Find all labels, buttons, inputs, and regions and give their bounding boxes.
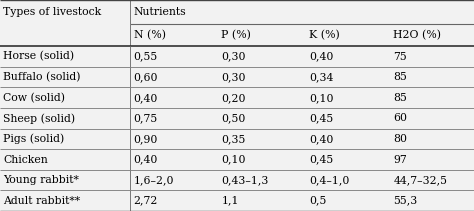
Text: Adult rabbit**: Adult rabbit** <box>3 196 81 206</box>
Text: 0,43–1,3: 0,43–1,3 <box>221 175 269 185</box>
Text: 0,34: 0,34 <box>309 72 333 82</box>
Text: Types of livestock: Types of livestock <box>3 7 101 17</box>
Text: Sheep (solid): Sheep (solid) <box>3 113 75 124</box>
Text: 0,40: 0,40 <box>134 154 158 165</box>
Text: 0,4–1,0: 0,4–1,0 <box>309 175 349 185</box>
Text: 80: 80 <box>393 134 408 144</box>
Text: 44,7–32,5: 44,7–32,5 <box>393 175 447 185</box>
Text: N (%): N (%) <box>134 30 166 40</box>
Text: 0,45: 0,45 <box>309 154 333 165</box>
Text: 0,40: 0,40 <box>309 51 333 62</box>
Text: 60: 60 <box>393 113 408 123</box>
Text: 97: 97 <box>393 154 407 165</box>
Text: 0,35: 0,35 <box>221 134 246 144</box>
Text: 1,1: 1,1 <box>221 196 239 206</box>
Text: 0,55: 0,55 <box>134 51 158 62</box>
Text: Chicken: Chicken <box>3 154 48 165</box>
Text: Cow (solid): Cow (solid) <box>3 93 65 103</box>
Text: Young rabbit*: Young rabbit* <box>3 175 79 185</box>
Text: 0,50: 0,50 <box>221 113 246 123</box>
Text: 85: 85 <box>393 93 407 103</box>
Text: 0,30: 0,30 <box>221 72 246 82</box>
Text: 0,90: 0,90 <box>134 134 158 144</box>
Text: 0,45: 0,45 <box>309 113 333 123</box>
Text: 0,60: 0,60 <box>134 72 158 82</box>
Text: 0,10: 0,10 <box>221 154 246 165</box>
Text: Nutrients: Nutrients <box>134 7 186 17</box>
Text: 55,3: 55,3 <box>393 196 418 206</box>
Text: 75: 75 <box>393 51 407 62</box>
Text: Pigs (solid): Pigs (solid) <box>3 134 64 144</box>
Text: K (%): K (%) <box>309 30 340 40</box>
Text: 0,20: 0,20 <box>221 93 246 103</box>
Text: 0,10: 0,10 <box>309 93 334 103</box>
Text: 85: 85 <box>393 72 407 82</box>
Text: 0,30: 0,30 <box>221 51 246 62</box>
Text: 0,40: 0,40 <box>134 93 158 103</box>
Text: 0,75: 0,75 <box>134 113 158 123</box>
Text: 2,72: 2,72 <box>134 196 158 206</box>
Text: 0,5: 0,5 <box>309 196 327 206</box>
Text: Buffalo (solid): Buffalo (solid) <box>3 72 81 82</box>
Text: Horse (solid): Horse (solid) <box>3 51 74 62</box>
Text: H2O (%): H2O (%) <box>393 30 441 40</box>
Text: P (%): P (%) <box>221 30 251 40</box>
Text: 1,6–2,0: 1,6–2,0 <box>134 175 174 185</box>
Text: 0,40: 0,40 <box>309 134 333 144</box>
